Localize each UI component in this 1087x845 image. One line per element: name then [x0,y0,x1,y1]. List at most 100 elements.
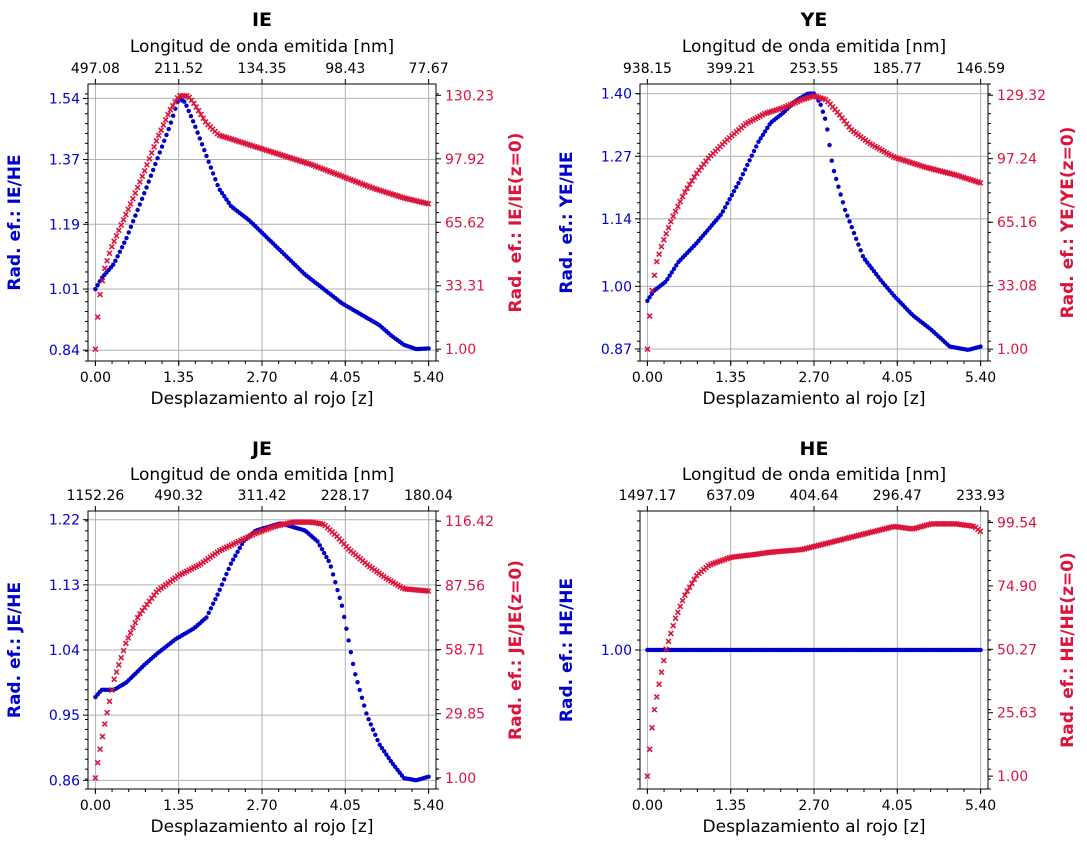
top-tick-label: 228.17 [321,488,370,504]
right-axis-label: Rad. ef.: HE/HE(z=0) [1058,552,1078,748]
top-axis-label: Longitud de onda emitida [nm] [682,465,946,485]
left-y-tick-label: 1.54 [49,91,80,107]
data-point [115,661,122,668]
gridlines [88,511,436,789]
right-y-tick-label: 130.23 [445,88,494,104]
left-axis-label: Rad. ef.: IE/HE [5,154,25,290]
data-point [324,554,329,560]
data-point [851,230,857,236]
data-point [745,162,750,168]
data-point [94,314,101,320]
data-point [350,661,356,667]
data-point [663,646,670,653]
data-point [204,615,209,620]
data-point [677,603,684,610]
data-point [127,201,134,207]
data-point [110,262,116,267]
data-point [688,580,695,587]
data-point [670,622,677,629]
top-tick-label: 146.59 [956,61,1005,77]
data-point [111,238,118,245]
data-point [377,742,382,748]
data-point [663,230,670,237]
data-point [204,153,209,159]
data-point [146,179,151,184]
data-point [160,122,167,128]
data-point [674,263,679,268]
data-point [215,592,220,597]
top-tick-label: 253.55 [790,61,839,77]
data-point [353,672,358,677]
data-point [339,603,345,608]
data-point [120,216,127,223]
data-point [235,549,240,555]
top-tick-label: 490.32 [154,488,203,504]
data-point [230,557,236,562]
data-point [335,587,340,593]
data-point [747,158,752,163]
data-point [665,224,672,231]
data-point [193,124,198,130]
data-point [829,158,834,163]
data-point [94,759,101,766]
data-point [139,196,145,201]
data-point [691,174,698,180]
data-point [157,150,163,155]
left-y-tick-label: 1.01 [49,282,80,298]
data-point [722,205,728,210]
x-tick-label: 1.35 [715,798,746,814]
data-point [113,258,118,264]
right-y-tick-label: 129.32 [997,88,1046,104]
data-point [195,107,202,114]
data-point [167,106,174,113]
data-point [742,167,748,172]
x-tick-label: 1.35 [715,370,746,386]
data-point [115,227,122,234]
data-point [660,236,667,243]
data-point [825,127,830,132]
bottom-axis-label: Desplazamiento al rojo [z] [151,817,374,837]
right-y-tick-label: 65.16 [997,215,1037,231]
data-point [133,213,138,218]
data-point [691,576,698,583]
data-point [129,624,136,631]
left-y-tick-label: 1.22 [49,513,80,529]
data-point [658,669,665,676]
top-tick-label: 938.15 [623,61,672,77]
top-tick-label: 637.09 [706,488,755,504]
data-point [348,649,354,655]
data-point [858,248,863,253]
data-point [219,582,225,587]
data-point [117,249,123,254]
data-point [375,737,380,743]
data-point [195,130,200,135]
top-tick-label: 211.52 [154,61,203,77]
left-y-tick-label: 0.95 [49,708,80,724]
top-tick-label: 185.77 [873,61,922,77]
data-point [740,171,746,177]
data-point [162,116,169,123]
data-point [649,724,656,731]
data-point [364,711,369,716]
data-point [166,126,171,132]
right-y-tick-label: 74.90 [997,579,1037,595]
data-point [104,709,111,716]
data-point [130,219,136,224]
left-y-tick-label: 1.40 [601,87,632,103]
data-point [99,277,106,284]
data-point [182,99,187,104]
right-y-tick-label: 33.08 [997,279,1037,295]
x-tick-label: 0.00 [632,798,663,814]
right-series [644,520,984,780]
data-point [136,178,143,185]
data-point [148,173,154,178]
data-point [165,111,172,118]
data-point [141,167,148,174]
data-point [228,561,234,566]
data-point [679,193,686,200]
data-point [113,669,120,676]
data-point [647,295,652,300]
data-point [208,606,214,611]
data-point [155,132,162,139]
data-point [820,109,826,114]
